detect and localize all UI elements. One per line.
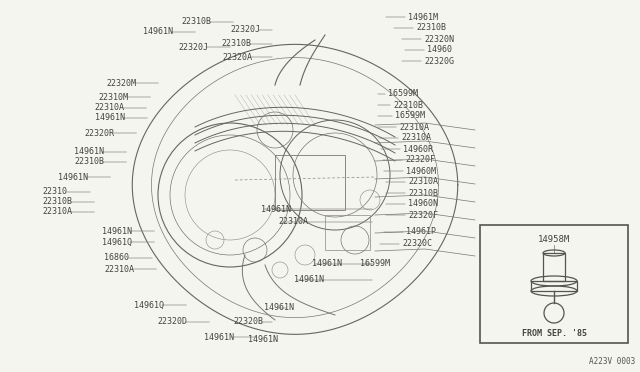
Text: 14960R: 14960R [403, 144, 433, 154]
Bar [480, 225, 628, 343]
Text: 22310A: 22310A [42, 208, 72, 217]
Text: 14961N: 14961N [143, 28, 173, 36]
Text: 22310B: 22310B [42, 198, 72, 206]
Text: 22310B: 22310B [393, 100, 423, 109]
Text: 22310A: 22310A [401, 134, 431, 142]
Text: 14961M: 14961M [408, 13, 438, 22]
Text: A223V 0003: A223V 0003 [589, 357, 635, 366]
Text: 22310A: 22310A [278, 218, 308, 227]
Text: 14961N: 14961N [204, 333, 234, 341]
Text: 16860: 16860 [104, 253, 129, 263]
Text: 16599M: 16599M [388, 90, 418, 99]
Text: 16599M: 16599M [395, 112, 425, 121]
Text: 14960: 14960 [427, 45, 452, 55]
Text: 22320N: 22320N [424, 35, 454, 44]
Text: 22320F: 22320F [405, 155, 435, 164]
Text: 22320D: 22320D [157, 317, 187, 327]
Text: 14961N: 14961N [102, 227, 132, 235]
Text: 14961N: 14961N [312, 260, 342, 269]
Bar [543, 253, 565, 281]
Text: 22310B: 22310B [221, 39, 251, 48]
Text: 14960M: 14960M [406, 167, 436, 176]
Text: 14961Q: 14961Q [102, 237, 132, 247]
Text: 22320G: 22320G [424, 57, 454, 65]
Text: 22310B: 22310B [74, 157, 104, 167]
Text: 22310M: 22310M [98, 93, 128, 102]
Text: 22310B: 22310B [408, 189, 438, 198]
Text: 22320B: 22320B [233, 317, 263, 327]
Text: 22310A: 22310A [104, 264, 134, 273]
Text: 22320F: 22320F [408, 211, 438, 219]
Text: 14961N: 14961N [261, 205, 291, 214]
Text: 22310B: 22310B [181, 17, 211, 26]
Text: 14961N: 14961N [294, 276, 324, 285]
Text: 14961N: 14961N [58, 173, 88, 182]
Text: 14961P: 14961P [406, 228, 436, 237]
Text: FROM SEP. '85: FROM SEP. '85 [522, 328, 586, 337]
Text: 22320J: 22320J [230, 26, 260, 35]
Bar [531, 281, 577, 291]
Text: 22320C: 22320C [402, 240, 432, 248]
Text: 14960N: 14960N [408, 199, 438, 208]
Text: 14961N: 14961N [248, 336, 278, 344]
Text: 22310A: 22310A [399, 122, 429, 131]
Text: 14958M: 14958M [538, 234, 570, 244]
Text: 22320J: 22320J [178, 42, 208, 51]
Text: 22320M: 22320M [106, 78, 136, 87]
Text: 22320A: 22320A [222, 52, 252, 61]
Text: 14961N: 14961N [264, 304, 294, 312]
Text: 22310B: 22310B [416, 23, 446, 32]
Text: 14961N: 14961N [74, 148, 104, 157]
Text: 22310: 22310 [42, 187, 67, 196]
Text: 14961N: 14961N [95, 113, 125, 122]
Bar [275, 155, 345, 210]
Text: 16599M: 16599M [360, 260, 390, 269]
Text: 22320R: 22320R [84, 128, 114, 138]
Text: 14961Q: 14961Q [134, 301, 164, 310]
Bar [325, 215, 370, 250]
Text: 22310A: 22310A [408, 177, 438, 186]
Text: 22310A: 22310A [94, 103, 124, 112]
